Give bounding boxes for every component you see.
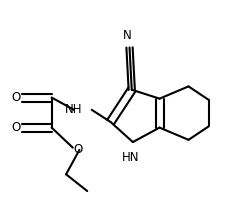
Text: HN: HN <box>122 151 139 164</box>
Text: O: O <box>74 143 83 156</box>
Text: O: O <box>11 91 21 104</box>
Text: O: O <box>11 121 21 134</box>
Text: NH: NH <box>65 103 83 116</box>
Text: N: N <box>123 29 132 42</box>
